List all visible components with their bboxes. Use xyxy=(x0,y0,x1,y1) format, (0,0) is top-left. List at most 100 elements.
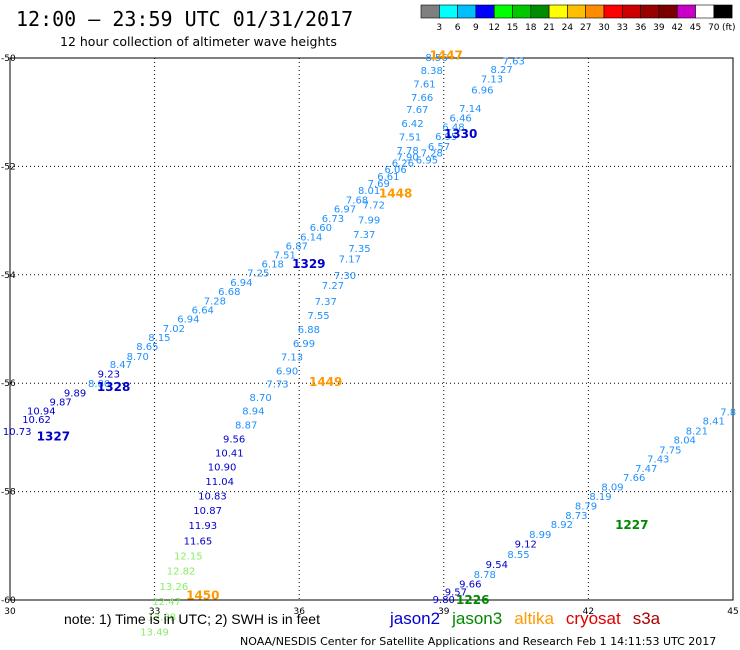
swh-value-label: 10.73 xyxy=(3,427,32,438)
swh-value-label: 6.14 xyxy=(300,232,322,243)
swh-value-label: 6.57 xyxy=(428,142,450,153)
swh-value-label: 7.61 xyxy=(413,79,435,90)
pass-labels: 1327 1328 1329 1330 1447 1448 1449 1450 1227 1226 xyxy=(37,48,649,607)
satellite-name: jason2 xyxy=(389,609,440,628)
swh-value-label: 8.79 xyxy=(575,502,597,513)
swh-value-label: 9.57 xyxy=(445,587,467,598)
swh-value-label: 8.92 xyxy=(551,520,573,531)
swh-value-label: 7.8 xyxy=(720,407,736,418)
swh-value-label: 7.75 xyxy=(659,445,681,456)
swh-value-label: 6.73 xyxy=(322,214,344,225)
colorbar-swatch xyxy=(621,4,641,19)
pass-time-label: 1448 xyxy=(379,187,412,201)
colorbar-label: 6 xyxy=(455,23,461,33)
swh-value-label: 8.56 xyxy=(425,53,447,64)
swh-value-label: 8.73 xyxy=(565,511,587,522)
swh-value-label: 7.51 xyxy=(399,133,421,144)
satellite-name: s3a xyxy=(633,609,661,628)
x-tick-label: 45 xyxy=(727,607,738,617)
satellite-name: cryosat xyxy=(566,609,621,628)
pass-time-label: 1450 xyxy=(186,589,219,603)
swh-value-label: 11.04 xyxy=(205,477,234,488)
colorbar-label: 45 xyxy=(690,23,701,33)
colorbar-label: 9 xyxy=(473,23,479,33)
satellite-legend: jason2 jason3 altika cryosat s3a xyxy=(389,609,661,628)
swh-value-label: 8.27 xyxy=(491,65,513,76)
swh-value-label: 13.49 xyxy=(140,627,169,638)
x-tick-label: 39 xyxy=(438,607,450,617)
swh-value-label: 7.02 xyxy=(163,324,185,335)
swh-value-label: 7.37 xyxy=(315,297,337,308)
colorbar-swatch xyxy=(457,4,477,19)
colorbar-label: 70 xyxy=(708,23,720,33)
swh-value-label: 7.72 xyxy=(363,200,385,211)
swh-value-label: 6.26 xyxy=(392,159,414,170)
colorbar-label: 18 xyxy=(525,23,537,33)
swh-value-label: 8.94 xyxy=(242,406,264,417)
swh-value-label: 8.41 xyxy=(703,417,725,428)
x-tick-label: 36 xyxy=(293,607,305,617)
swh-value-label: 8.04 xyxy=(674,436,696,447)
pass-time-label: 1447 xyxy=(430,48,463,62)
swh-value-label: 9.54 xyxy=(486,560,508,571)
swh-value-label: 12.88 xyxy=(148,612,177,623)
swh-value-label: 11.65 xyxy=(184,536,213,547)
colorbar-label: 24 xyxy=(562,23,574,33)
x-tick-label: 33 xyxy=(149,607,160,617)
swh-value-label: 6.95 xyxy=(416,155,438,166)
swh-value-label: 10.90 xyxy=(208,463,237,474)
swh-value-label: 7.73 xyxy=(266,380,288,391)
swh-value-label: 9.12 xyxy=(515,540,537,551)
swh-value-label: 7.66 xyxy=(411,93,433,104)
swh-value-label: 8.55 xyxy=(507,550,529,561)
swh-value-label: 7.78 xyxy=(397,146,419,157)
swh-value-label: 9.56 xyxy=(223,434,245,445)
swh-value-label: 12.15 xyxy=(174,552,203,563)
units-note: note: 1) Time is in UTC; 2) SWH is in fe… xyxy=(64,611,320,627)
x-tick-label: 30 xyxy=(4,607,16,617)
swh-value-label: 6.60 xyxy=(310,223,332,234)
swh-value-label: 7.17 xyxy=(339,255,361,266)
swh-value-label: 6.61 xyxy=(377,172,399,183)
satellite-name: altika xyxy=(514,609,554,628)
swh-value-label: 8.78 xyxy=(474,570,496,581)
colorbar-swatch xyxy=(512,4,532,19)
pass-time-label: 1330 xyxy=(444,127,477,141)
swh-value-label: 6.68 xyxy=(218,287,240,298)
swh-value-label: 7.35 xyxy=(348,244,370,255)
swh-value-label: 10.83 xyxy=(198,491,227,502)
swh-value-label: 7.51 xyxy=(274,251,296,262)
colorbar-label: 15 xyxy=(507,23,518,33)
swh-value-label: 7.55 xyxy=(307,311,329,322)
swh-value-label: 7.28 xyxy=(204,296,226,307)
y-tick-label: -52 xyxy=(1,162,16,172)
swh-value-label: 9.23 xyxy=(98,369,120,380)
swh-value-label: 6.97 xyxy=(334,205,356,216)
swh-value-label: 8.47 xyxy=(110,360,132,371)
swh-value-label: 7.67 xyxy=(406,105,428,116)
colorbar-swatch xyxy=(567,4,587,19)
x-tick-label: 42 xyxy=(583,607,594,617)
swh-value-label: 8.70 xyxy=(250,393,272,404)
swh-value-label: 7.47 xyxy=(635,464,657,475)
swh-value-label: 7.99 xyxy=(358,216,380,227)
pass-time-label: 1227 xyxy=(615,518,648,532)
swh-value-label: 8.38 xyxy=(421,66,443,77)
swh-value-label: 6.18 xyxy=(262,259,284,270)
plot-frame xyxy=(9,57,734,601)
y-tick-label: -54 xyxy=(1,271,16,281)
swh-value-label: 8.09 xyxy=(601,483,623,494)
colorbar-swatch xyxy=(530,4,550,19)
swh-value-label: 7.30 xyxy=(334,271,356,282)
swh-value-label: 8.80 xyxy=(88,379,110,390)
pass-time-label: 1226 xyxy=(456,593,489,607)
colorbar-swatch xyxy=(658,4,678,19)
chart-subtitle: 12 hour collection of altimeter wave hei… xyxy=(60,34,337,49)
swh-value-label: 8.99 xyxy=(529,530,551,541)
colorbar-swatch xyxy=(640,4,660,19)
swh-value-label: 8.21 xyxy=(686,426,708,437)
colorbar-label: 21 xyxy=(543,23,554,33)
swh-value-label: 7.25 xyxy=(247,269,269,280)
colorbar-swatch xyxy=(548,4,568,19)
swh-value-label: 6.64 xyxy=(192,305,214,316)
